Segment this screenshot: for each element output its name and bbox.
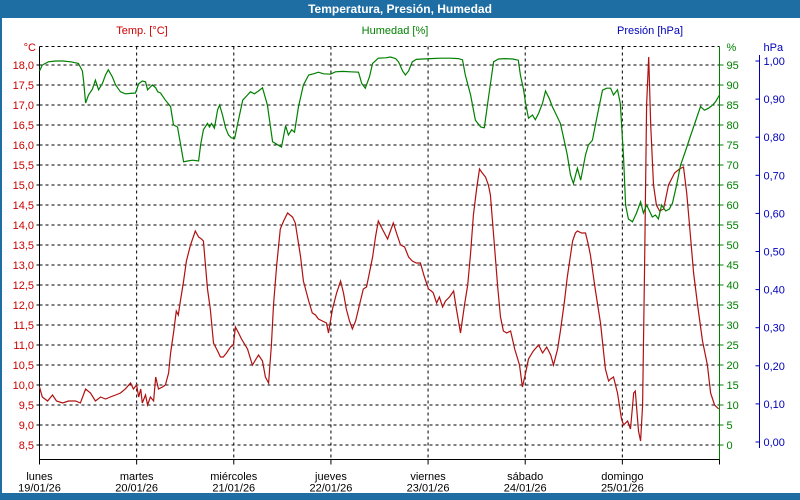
day-name-label: martes (120, 471, 154, 483)
pressure-tick-label: 1,00 (764, 56, 785, 68)
series-lines (38, 56, 721, 442)
temp-tick-label: 13,5 (13, 240, 34, 252)
legend-pressure-label: Presión [hPa] (616, 25, 684, 37)
humidity-tick-label: 65 (727, 180, 739, 192)
temp-tick-label: 14,5 (13, 200, 34, 212)
day-name-label: viernes (410, 471, 446, 483)
plot-frame (39, 46, 720, 460)
legend-temperature-label: Temp. [°C] (116, 25, 168, 37)
humidity-tick-label: 90 (727, 80, 739, 92)
day-date-label: 23/01/26 (407, 483, 450, 495)
pressure-axis: 1,00 0,90 0,80 0,70 0,60 0,50 0,40 0,30 0,20 0,10… (755, 42, 785, 449)
temp-tick-label: 17,0 (13, 100, 34, 112)
day-date-label: 19/01/26 (18, 483, 61, 495)
humidity-tick-label: 5 (727, 420, 733, 432)
pressure-tick-label: 0,50 (764, 247, 785, 259)
pressure-tick-label: 0,60 (764, 208, 785, 220)
temp-series-line (38, 56, 720, 442)
humidity-tick-label: 25 (727, 340, 739, 352)
pressure-tick-label: 0,30 (764, 323, 785, 335)
day-date-label: 21/01/26 (212, 483, 255, 495)
bottom-bar (0, 493, 800, 500)
temp-tick-label: 14,0 (13, 220, 34, 232)
title-bar: Temperatura, Presión, Humedad (0, 0, 800, 18)
temp-tick-label: 16,5 (13, 120, 34, 132)
temp-tick-label: 10,5 (13, 360, 34, 372)
pressure-axis-unit: hPa (764, 42, 784, 54)
pressure-tick-label: 0,80 (764, 132, 785, 144)
day-name-label: lunes (26, 471, 53, 483)
humidity-tick-label: 10 (727, 400, 739, 412)
humidity-series-line (38, 56, 721, 223)
temp-tick-label: 9,5 (19, 400, 34, 412)
day-name-label: jueves (314, 471, 347, 483)
temp-tick-label: 13,0 (13, 260, 34, 272)
temp-tick-label: 12,5 (13, 280, 34, 292)
pressure-tick-label: 0,00 (764, 437, 785, 449)
temp-tick-label: 9,0 (19, 420, 34, 432)
left-border (0, 18, 2, 500)
temp-axis: 18,0 17,5 17,0 16,5 16,0 15,5 15,0 14,5 14,0 13,5… (13, 42, 40, 452)
humidity-tick-label: 55 (727, 220, 739, 232)
humidity-tick-label: 35 (727, 300, 739, 312)
grid (39, 46, 720, 460)
temp-tick-label: 11,5 (13, 320, 34, 332)
humidity-tick-label: 75 (727, 140, 739, 152)
temp-tick-label: 8,5 (19, 440, 34, 452)
temp-tick-label: 18,0 (13, 60, 34, 72)
pressure-tick-label: 0,10 (764, 399, 785, 411)
temp-tick-label: 17,5 (13, 80, 34, 92)
humidity-tick-label: 15 (727, 380, 739, 392)
humidity-tick-label: 40 (727, 280, 739, 292)
day-date-label: 20/01/26 (115, 483, 158, 495)
humidity-tick-label: 80 (727, 120, 739, 132)
legend-humidity-label: Humedad [%] (361, 25, 429, 37)
day-name-label: sábado (507, 471, 543, 483)
pressure-tick-label: 0,70 (764, 170, 785, 182)
pressure-tick-label: 0,40 (764, 285, 785, 297)
temp-axis-unit: °C (24, 42, 36, 54)
temp-tick-label: 15,0 (13, 180, 34, 192)
humidity-tick-label: 85 (727, 100, 739, 112)
humidity-tick-label: 95 (727, 60, 739, 72)
pressure-tick-label: 0,20 (764, 361, 785, 373)
humidity-tick-label: 30 (727, 320, 739, 332)
humidity-tick-label: 50 (727, 240, 739, 252)
window-title: Temperatura, Presión, Humedad (308, 2, 492, 16)
temp-tick-label: 15,5 (13, 160, 34, 172)
humidity-tick-label: 60 (727, 200, 739, 212)
humidity-tick-label: 20 (727, 360, 739, 372)
humidity-tick-label: 70 (727, 160, 739, 172)
humidity-tick-label: 45 (727, 260, 739, 272)
temp-tick-label: 16,0 (13, 140, 34, 152)
day-date-label: 24/01/26 (504, 483, 547, 495)
day-name-label: domingo (601, 471, 643, 483)
day-date-label: 25/01/26 (601, 483, 644, 495)
temp-tick-label: 12,0 (13, 300, 34, 312)
day-name-label: miércoles (210, 471, 258, 483)
humidity-axis: 0 5 10 15 20 25 30 35 40 45 50 55 60 65 70 75 80 85 90 95% (719, 42, 739, 452)
temp-tick-label: 11,0 (13, 340, 34, 352)
humidity-tick-label: 0 (727, 440, 733, 452)
day-date-label: 22/01/26 (310, 483, 353, 495)
humidity-axis-unit: % (727, 42, 737, 54)
temp-tick-label: 10,0 (13, 380, 34, 392)
pressure-tick-label: 0,90 (764, 94, 785, 106)
